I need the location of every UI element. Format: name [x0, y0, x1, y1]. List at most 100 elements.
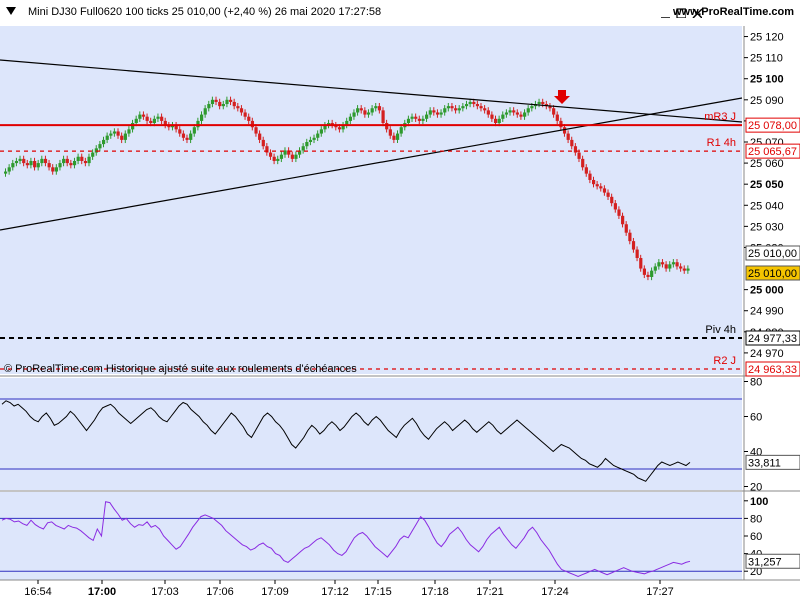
candle: [497, 118, 501, 124]
candle: [62, 158, 66, 164]
candle: [613, 203, 617, 210]
candle: [214, 99, 218, 102]
close-icon[interactable]: [692, 8, 702, 18]
candle: [610, 196, 614, 204]
candle: [356, 108, 360, 113]
candle: [595, 184, 599, 187]
rsi-tick-label: 20: [750, 566, 762, 578]
rsi-tick-label: 100: [750, 496, 768, 508]
candle: [562, 127, 567, 134]
candle: [425, 114, 429, 119]
candle: [243, 112, 247, 117]
oscillator-panel: [0, 378, 742, 490]
candle: [105, 135, 109, 140]
candle: [417, 118, 421, 121]
candle: [646, 274, 650, 277]
osc-tag: [745, 454, 800, 470]
x-tick-label: 17:06: [206, 586, 234, 598]
restore-icon[interactable]: [676, 8, 686, 18]
level-name: R2 J: [713, 355, 736, 367]
candle: [454, 108, 458, 111]
candle: [457, 108, 461, 111]
candle: [606, 192, 610, 197]
candle: [4, 171, 8, 174]
osc1-value: 33,811: [748, 457, 781, 469]
dropdown-arrow-icon[interactable]: [6, 7, 16, 15]
candle: [352, 112, 356, 117]
candle: [392, 135, 396, 140]
candle: [653, 266, 657, 271]
candle: [287, 150, 291, 155]
candle: [254, 127, 258, 134]
candle: [116, 131, 120, 136]
candle: [196, 120, 200, 128]
candle: [298, 150, 302, 155]
trendline-down: [0, 59, 743, 123]
candle: [668, 264, 672, 269]
candle: [102, 139, 106, 145]
x-tick-label: 17:00: [88, 586, 116, 598]
candle: [675, 262, 679, 267]
candle: [486, 110, 490, 115]
x-tick-label: 17:18: [421, 586, 449, 598]
candle: [334, 125, 338, 128]
candle: [236, 106, 240, 109]
candle: [279, 154, 284, 159]
osc-tick-label: 80: [750, 377, 762, 389]
candle: [87, 156, 91, 164]
candle: [548, 106, 552, 109]
candle: [584, 167, 588, 174]
candle: [435, 112, 440, 115]
x-tick-label: 17:21: [476, 586, 504, 598]
x-tick-label: 17:12: [321, 586, 349, 598]
candle: [272, 156, 276, 161]
candle: [526, 108, 530, 113]
rsi-panel: [0, 492, 742, 580]
candle: [388, 129, 392, 136]
candle: [112, 131, 117, 134]
candle: [337, 127, 342, 130]
candle: [156, 116, 160, 119]
chart-header: Mini DJ30 Full0620 100 ticks 25 010,00 (…: [0, 0, 800, 26]
candle: [432, 110, 436, 113]
x-tick-label: 17:24: [541, 586, 569, 598]
level-value: 24 977,33: [748, 333, 797, 345]
candle: [258, 133, 262, 140]
candle: [268, 152, 273, 157]
osc2-value: 31,257: [748, 556, 782, 568]
candle: [69, 163, 73, 166]
candle: [512, 110, 516, 113]
candle: [628, 232, 632, 242]
candle: [145, 116, 149, 121]
candle: [650, 270, 654, 277]
candle: [464, 104, 469, 107]
candle: [559, 120, 563, 128]
y-tick-label: 24 990: [750, 306, 784, 318]
price-tag-current: [745, 265, 800, 281]
candle: [494, 118, 498, 124]
candle: [552, 108, 556, 115]
candle: [7, 167, 11, 172]
candle: [36, 163, 40, 168]
candle: [181, 133, 186, 138]
level-tag: [745, 330, 800, 346]
price-panel: [0, 26, 742, 374]
level-tag: [745, 117, 800, 133]
candle: [152, 118, 157, 124]
candle: [508, 110, 512, 113]
candle: [421, 118, 425, 121]
candle: [33, 160, 37, 168]
candle: [294, 154, 298, 159]
price-tag: [745, 245, 800, 261]
candle: [123, 133, 127, 140]
candle: [635, 249, 639, 258]
candle: [639, 258, 643, 269]
candle: [25, 163, 29, 166]
candle: [472, 101, 476, 105]
candle: [679, 266, 683, 269]
candle: [91, 152, 95, 157]
candle: [363, 110, 367, 115]
candle: [323, 125, 327, 130]
